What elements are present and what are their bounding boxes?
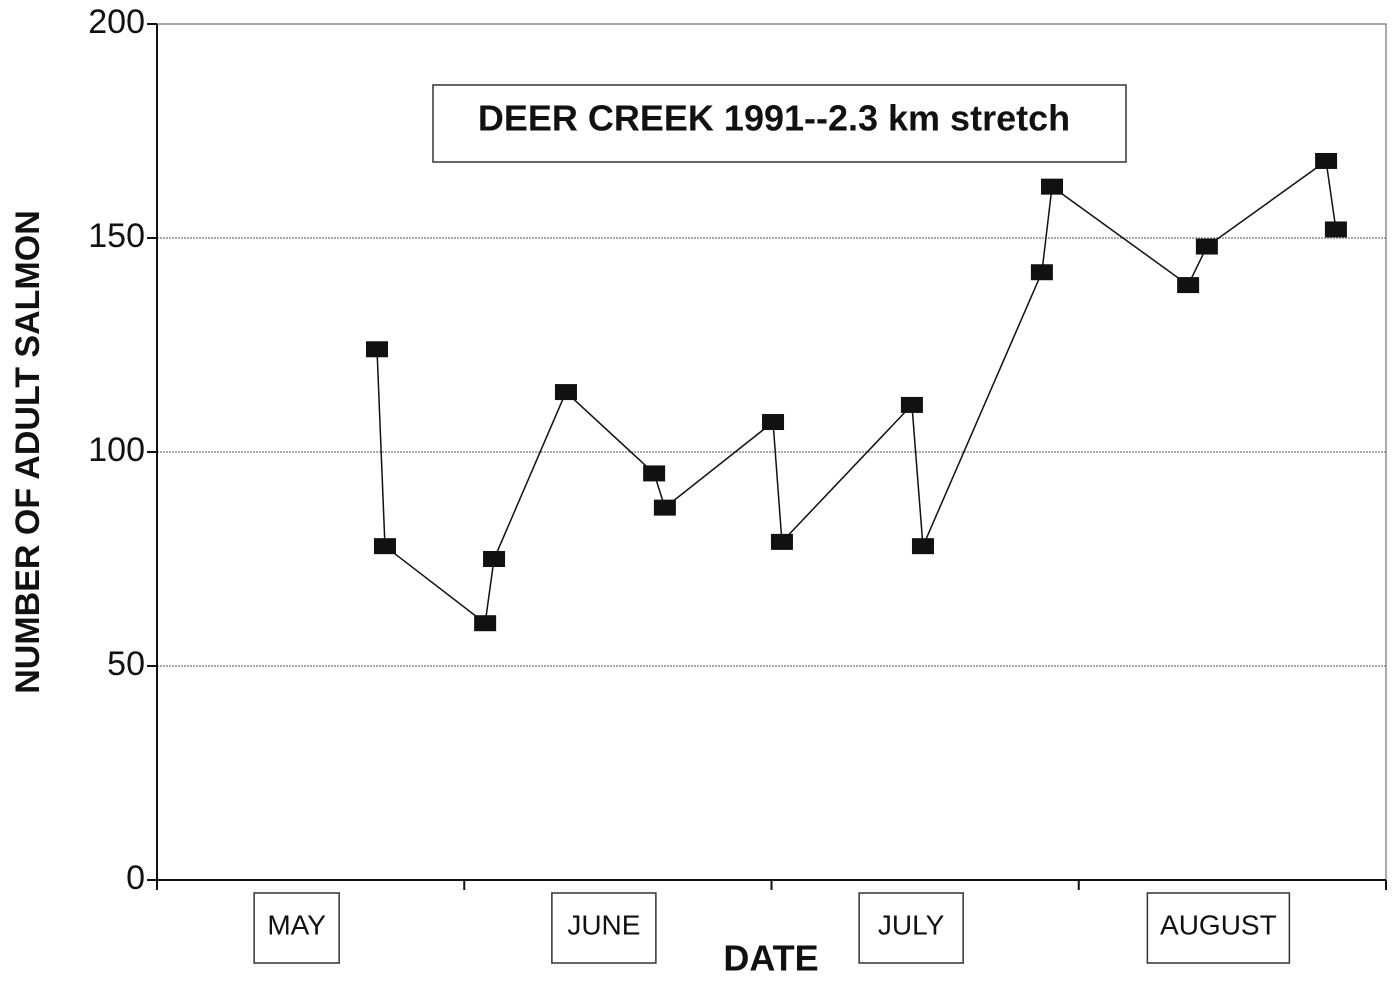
- x-category-label: JUNE: [567, 909, 640, 940]
- data-point: [900, 396, 923, 413]
- month-box: [551, 892, 657, 964]
- chart-title: DEER CREEK 1991--2.3 km stretch: [478, 98, 1070, 139]
- x-category-label: MAY: [267, 909, 326, 940]
- data-point: [1030, 264, 1053, 281]
- y-tick-label: 50: [107, 645, 145, 683]
- y-axis-label: NUMBER OF ADULT SALMON: [9, 210, 47, 694]
- title-box: [432, 84, 1127, 163]
- data-point: [643, 465, 666, 482]
- data-point: [1324, 221, 1347, 238]
- data-point: [1315, 152, 1338, 169]
- data-point: [483, 551, 506, 567]
- data-point: [653, 499, 676, 516]
- x-category-label: JULY: [878, 909, 945, 940]
- y-tick-label: 0: [126, 859, 145, 897]
- x-axis-label: DATE: [723, 938, 818, 979]
- data-point: [1177, 277, 1200, 294]
- data-point: [762, 414, 785, 431]
- x-category-label: AUGUST: [1160, 909, 1277, 940]
- data-point: [373, 538, 396, 555]
- data-point: [911, 538, 934, 555]
- y-tick-label: 200: [88, 3, 145, 41]
- data-line: [376, 159, 1337, 625]
- month-box: [253, 892, 340, 964]
- data-point: [1041, 178, 1064, 195]
- data-point: [474, 615, 497, 632]
- y-tick-label: 150: [88, 217, 145, 255]
- month-box: [1146, 892, 1291, 964]
- y-tick-label: 100: [88, 431, 145, 469]
- data-point: [554, 384, 577, 401]
- data-point: [1195, 238, 1218, 255]
- month-box: [858, 892, 964, 964]
- data-point: [365, 341, 388, 358]
- data-point: [770, 533, 793, 550]
